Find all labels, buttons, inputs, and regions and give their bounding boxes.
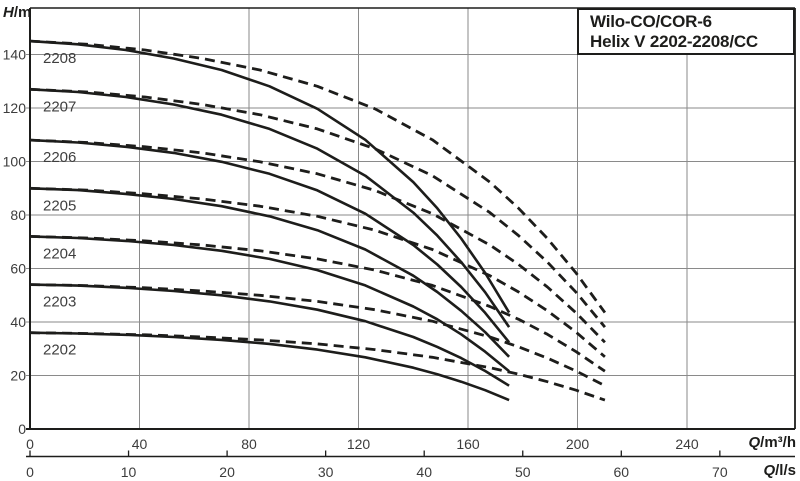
x1-tick-label-120: 120 <box>347 436 371 452</box>
x2-tick-label-40: 40 <box>416 464 432 480</box>
x1-tick-label-200: 200 <box>566 436 590 452</box>
x1-tick-label-80: 80 <box>241 436 257 452</box>
x1-tick-label-0: 0 <box>26 436 34 452</box>
y-tick-label-60: 60 <box>10 261 26 277</box>
y-tick-label-0: 0 <box>18 421 26 437</box>
pump-2207-solid-curve <box>29 88 511 328</box>
x-axis-secondary-unit-label: Q/l/s <box>763 463 796 479</box>
y-tick-label-120: 120 <box>3 100 27 116</box>
pump-2208-dashed-curve <box>29 39 607 314</box>
pump-2202-solid-curve <box>29 331 510 402</box>
y-tick-label-40: 40 <box>10 314 26 330</box>
pump-2202-dashed-curve <box>29 331 606 402</box>
pump-2205-solid-curve <box>29 187 511 358</box>
x-axis-primary-symbol: Q <box>748 434 761 451</box>
chart-title-line2: Helix V 2202-2208/CC <box>590 32 758 51</box>
y-axis-unit-label: H/m <box>3 5 31 21</box>
y-tick-label-100: 100 <box>3 154 27 170</box>
y-tick-label-140: 140 <box>3 47 27 63</box>
pump-2206-dashed-curve <box>29 138 606 344</box>
pump-2208-solid-curve <box>29 39 511 314</box>
pump-2203-label: 2203 <box>43 294 76 311</box>
x2-tick-label-60: 60 <box>614 464 630 480</box>
pump-2205-dashed-curve <box>29 186 606 358</box>
pump-2208-label: 2208 <box>43 50 76 67</box>
x2-tick-label-50: 50 <box>515 464 531 480</box>
pump-2204-solid-curve <box>29 235 510 373</box>
x-axis-primary-unit-text: /m³/h <box>760 434 796 451</box>
pump-2203-dashed-curve <box>29 283 606 387</box>
y-axis-unit-text: /m <box>13 4 32 21</box>
x2-tick-label-30: 30 <box>318 464 334 480</box>
x2-tick-label-0: 0 <box>26 464 34 480</box>
chart-title-line1: Wilo-CO/COR-6 <box>590 12 712 31</box>
x2-tick-label-20: 20 <box>219 464 235 480</box>
x2-tick-label-10: 10 <box>121 464 137 480</box>
x1-tick-label-40: 40 <box>132 436 148 452</box>
pump-2203-solid-curve <box>29 283 510 387</box>
pump-2205-label: 2205 <box>43 197 76 214</box>
x-axis-secondary-symbol: Q <box>763 462 776 479</box>
y-tick-label-80: 80 <box>10 207 26 223</box>
x-axis-secondary-unit-text: /l/s <box>775 462 796 479</box>
x2-tick-label-70: 70 <box>712 464 728 480</box>
x-axis-primary-unit-label: Q/m³/h <box>748 435 796 451</box>
x1-tick-label-160: 160 <box>456 436 480 452</box>
pump-2204-dashed-curve <box>29 235 606 373</box>
pump-2206-solid-curve <box>29 138 511 344</box>
pump-2207-dashed-curve <box>29 87 606 328</box>
pump-2206-label: 2206 <box>43 149 76 166</box>
x1-tick-label-240: 240 <box>675 436 699 452</box>
pump-2207-label: 2207 <box>43 98 76 115</box>
y-tick-label-20: 20 <box>10 368 26 384</box>
pump-2204-label: 2204 <box>43 245 76 262</box>
pump-2202-label: 2202 <box>43 342 76 359</box>
chart-title-box: Wilo-CO/COR-6 Helix V 2202-2208/CC <box>577 8 795 55</box>
y-axis-symbol: H <box>3 4 14 21</box>
